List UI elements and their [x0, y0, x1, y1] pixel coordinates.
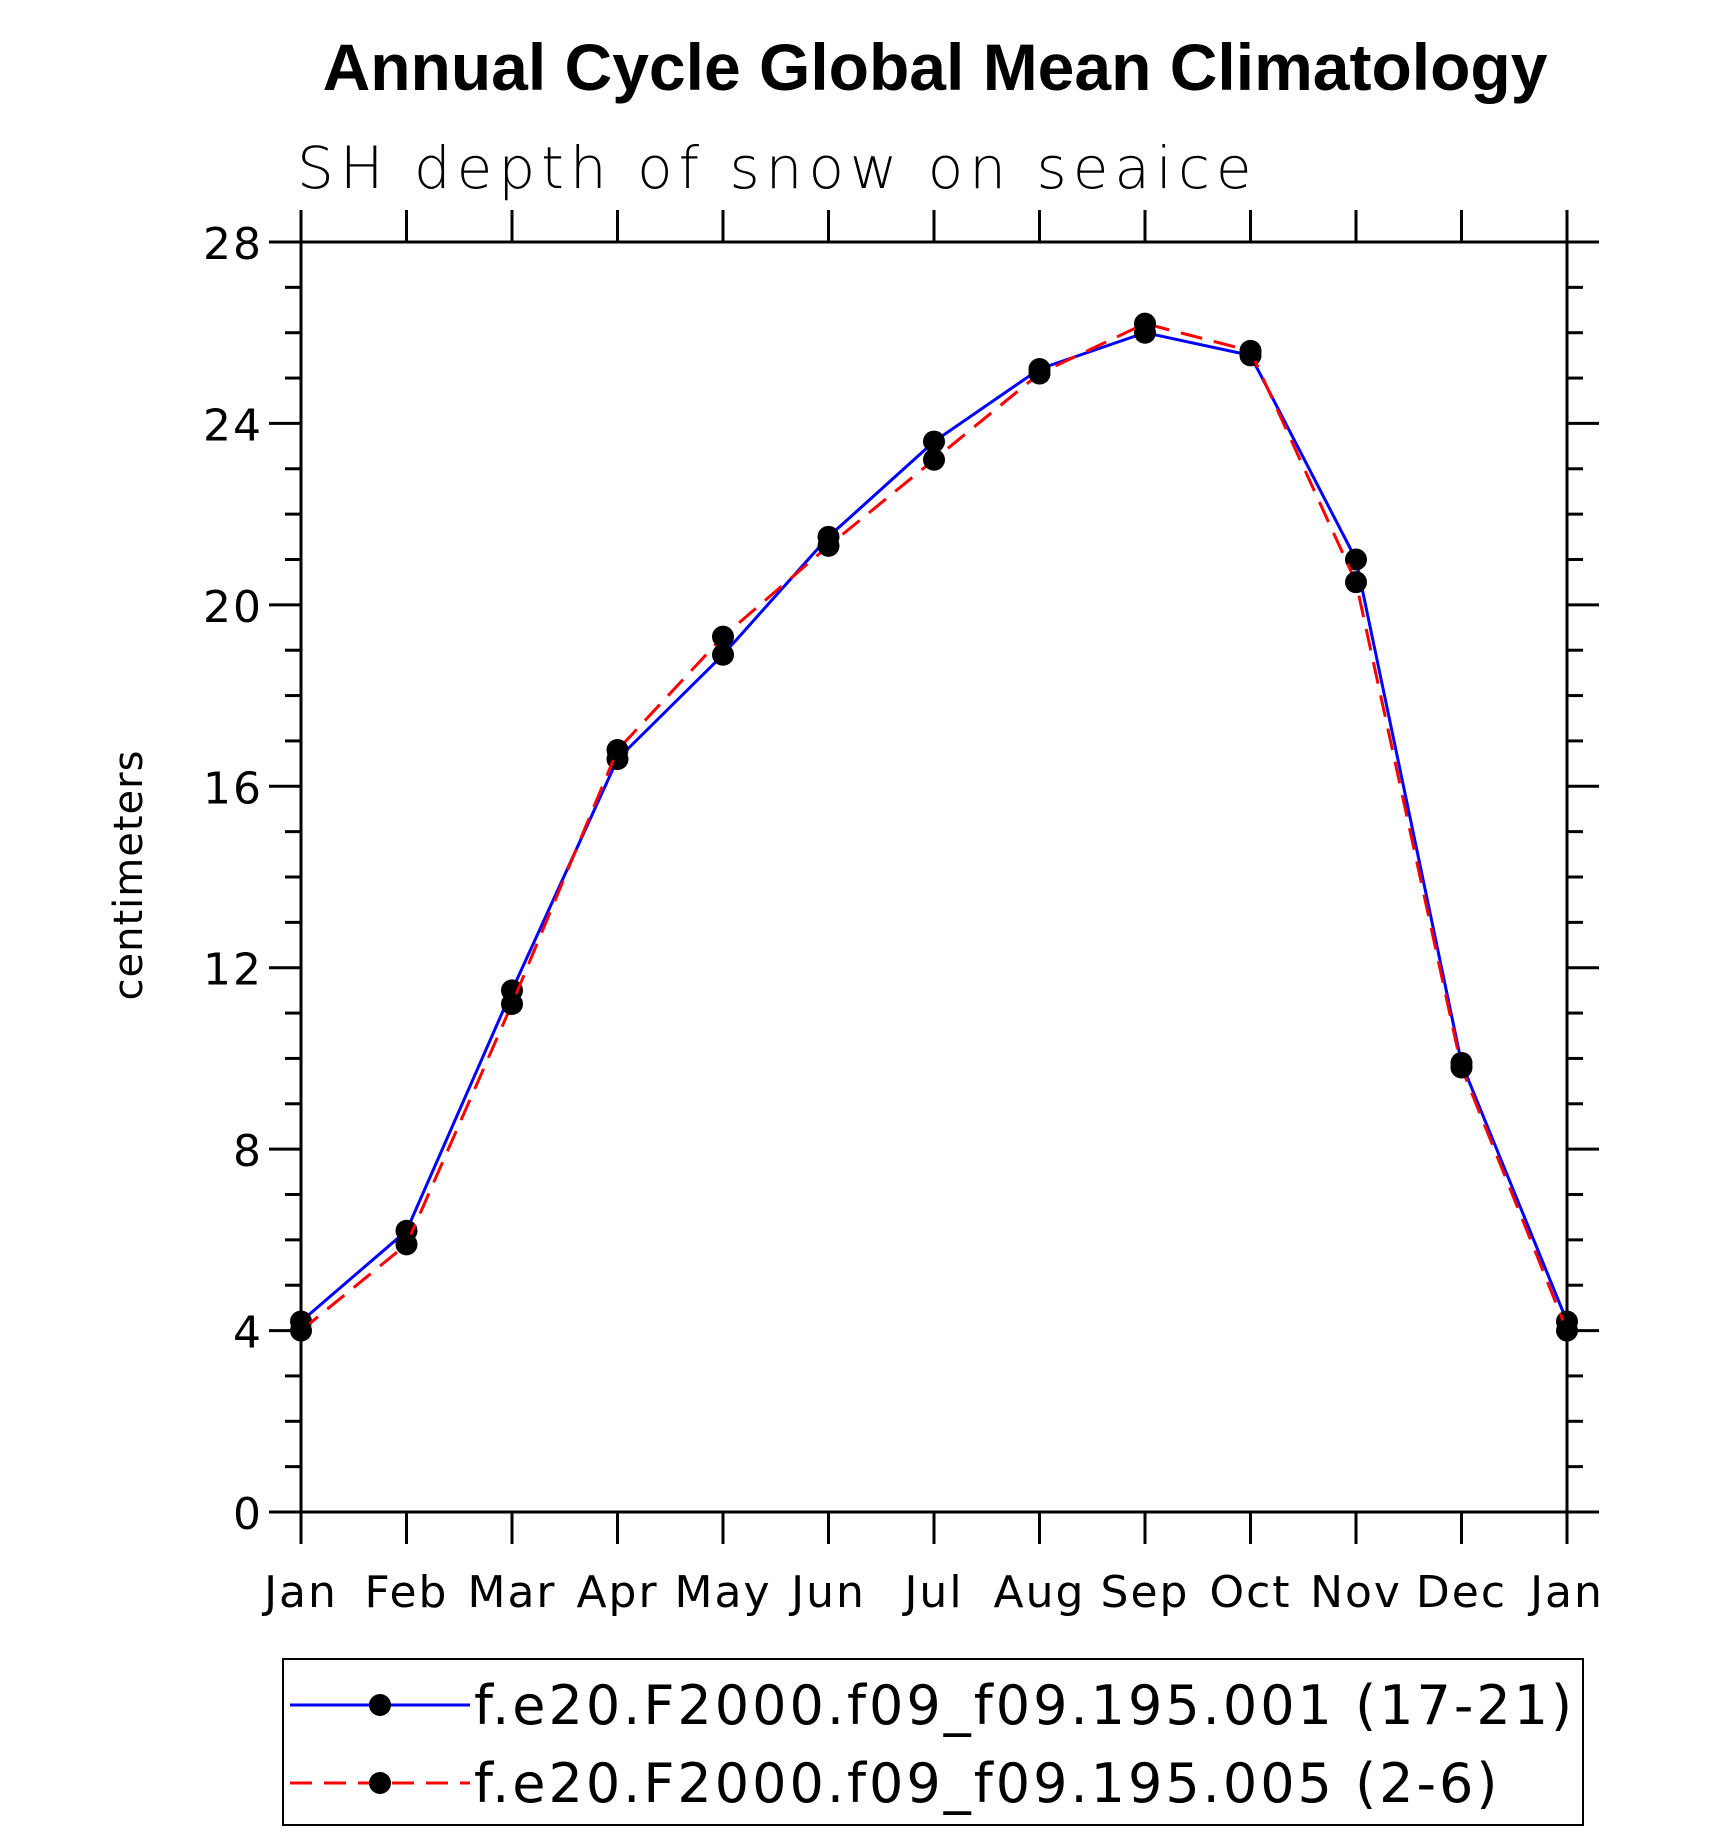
series-1-point	[923, 430, 945, 453]
legend-swatch-marker-1	[369, 1694, 391, 1716]
series-1-point	[712, 643, 734, 666]
y-tick-label: 12	[203, 945, 263, 996]
series-2-point	[606, 739, 629, 761]
x-tick-label: Jan	[261, 1567, 338, 1618]
legend-box	[282, 1658, 1584, 1826]
legend-swatch-marker-2	[369, 1772, 391, 1794]
x-tick-label: Jul	[901, 1567, 963, 1618]
y-tick-label: 16	[203, 763, 263, 814]
x-axis-ticks: Jan Feb Mar Apr May Jun Jul Aug Sep Oct Nov Dec Jan	[261, 210, 1604, 1618]
legend-label-2: f.e20.F2000.f09_f09.195.005 (2-6)	[474, 1752, 1500, 1815]
series-2-point	[1450, 1056, 1473, 1079]
series-2-point	[1556, 1319, 1578, 1342]
series-2-point	[817, 534, 840, 557]
y-tick-label: 24	[203, 400, 263, 451]
x-tick-label: Dec	[1416, 1567, 1507, 1618]
x-tick-label: Nov	[1310, 1567, 1402, 1618]
y-axis-label: centimeters	[106, 750, 152, 1001]
y-tick-label: 4	[233, 1308, 263, 1359]
y-axis-ticks: 0 4 8 12 16 20 24 28	[203, 219, 1599, 1540]
legend-entry-2: f.e20.F2000.f09_f09.195.005 (2-6)	[290, 1752, 1500, 1815]
x-tick-label: Oct	[1209, 1567, 1291, 1618]
series-line-2	[300, 322, 1569, 1332]
x-tick-label: Mar	[467, 1567, 556, 1618]
series-1	[290, 321, 1578, 1333]
series-2-point	[501, 993, 523, 1015]
series-line-1	[300, 331, 1569, 1323]
x-tick-label: Jun	[788, 1567, 866, 1618]
y-tick-label: 28	[203, 219, 263, 270]
legend-label-1: f.e20.F2000.f09_f09.195.001 (17-21)	[474, 1674, 1575, 1737]
x-tick-label: Feb	[365, 1567, 449, 1618]
y-tick-label: 0	[233, 1489, 263, 1540]
chart-subtitle: SH depth of snow on seaice	[297, 134, 1258, 202]
series-2-point	[1239, 339, 1262, 362]
legend: f.e20.F2000.f09_f09.195.001 (17-21) f.e2…	[282, 1658, 1584, 1826]
series-layer	[290, 312, 1578, 1342]
x-tick-label: Aug	[994, 1567, 1086, 1618]
x-tick-label: Sep	[1101, 1567, 1190, 1618]
x-tick-label: Apr	[576, 1567, 658, 1618]
series-2-point	[395, 1233, 418, 1256]
series-2-point	[712, 625, 734, 648]
chart-title: Annual Cycle Global Mean Climatology	[323, 30, 1548, 104]
y-tick-label: 8	[233, 1126, 263, 1177]
x-tick-label: May	[675, 1567, 772, 1618]
series-2-point	[290, 1319, 312, 1342]
series-2	[290, 312, 1578, 1342]
series-2-point	[1345, 571, 1367, 594]
y-tick-label: 20	[203, 582, 263, 633]
series-2-point	[923, 448, 945, 471]
legend-entry-1: f.e20.F2000.f09_f09.195.001 (17-21)	[290, 1674, 1575, 1737]
series-2-point	[1134, 312, 1156, 335]
series-1-point	[1345, 548, 1367, 571]
x-tick-label: Jan	[1527, 1567, 1604, 1618]
series-2-point	[1028, 362, 1051, 385]
